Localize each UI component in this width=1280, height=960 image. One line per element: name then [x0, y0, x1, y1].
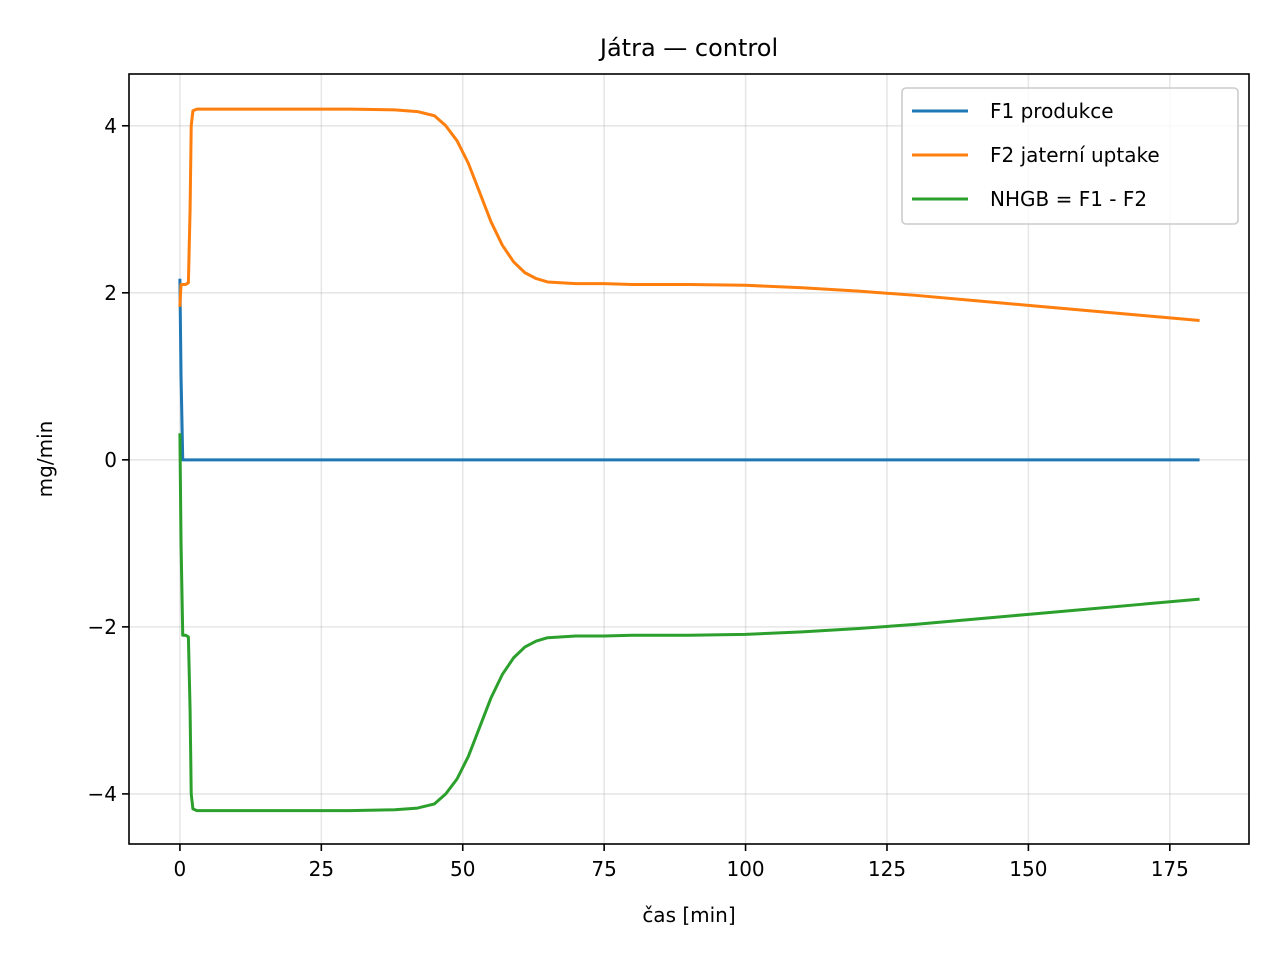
- legend-label-3: NHGB = F1 - F2: [990, 187, 1147, 211]
- y-tick-label: 4: [104, 114, 117, 138]
- plot-lines: [178, 107, 1200, 813]
- x-tick-label: 125: [868, 857, 906, 881]
- series-line-2: [178, 107, 1200, 322]
- y-axis-label: mg/min: [33, 421, 57, 498]
- legend-label-1: F1 produkce: [990, 99, 1114, 123]
- legend-box: [901, 87, 1239, 225]
- y-tick-label: −4: [88, 782, 117, 806]
- chart-title: Játra — control: [598, 34, 778, 62]
- y-tick-label: −2: [88, 615, 117, 639]
- axis-ticks: 0 25 50 75 100 125 150 175 −4 −2 0 2 4: [88, 114, 1189, 881]
- x-tick-label: 100: [726, 857, 764, 881]
- x-axis-label: čas [min]: [642, 903, 735, 927]
- x-tick-label: 25: [309, 857, 334, 881]
- x-tick-label: 150: [1009, 857, 1047, 881]
- legend: F1 produkce F2 jaterní uptake NHGB = F1 - …: [901, 87, 1239, 225]
- legend-label-2: F2 jaterní uptake: [990, 143, 1160, 167]
- y-tick-label: 2: [104, 281, 117, 305]
- x-tick-label: 50: [450, 857, 475, 881]
- axes-frame: [128, 73, 1250, 845]
- x-tick-label: 75: [591, 857, 616, 881]
- x-tick-label: 175: [1151, 857, 1189, 881]
- x-tick-label: 0: [174, 857, 187, 881]
- y-tick-label: 0: [104, 448, 117, 472]
- series-line-3: [178, 433, 1200, 813]
- series-line-1: [178, 278, 1200, 462]
